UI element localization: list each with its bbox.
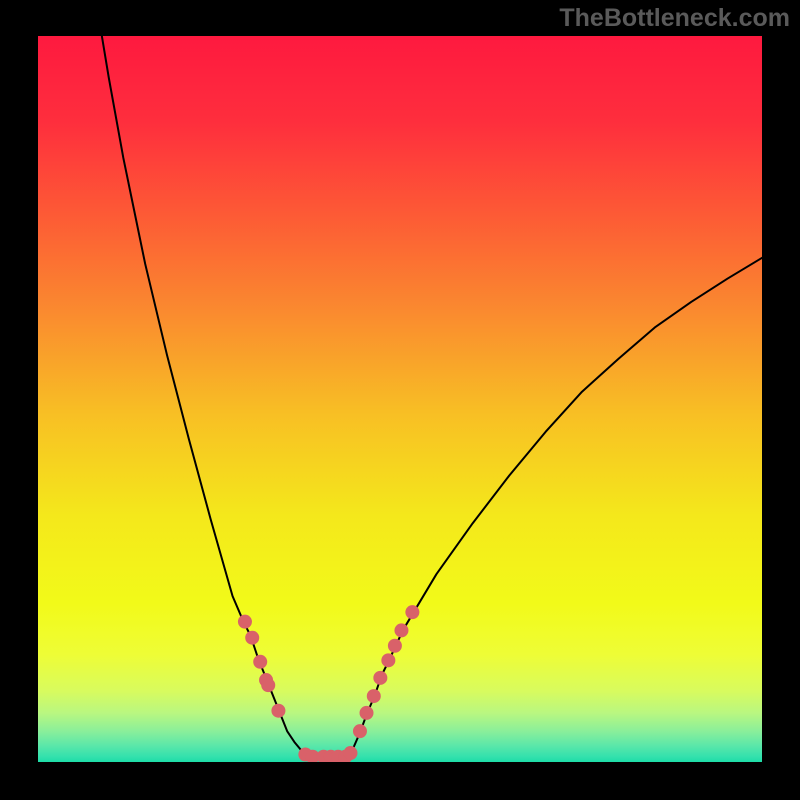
chart-container: { "watermark": { "text": "TheBottleneck.… (0, 0, 800, 800)
plot-frame (36, 34, 764, 764)
watermark-text: TheBottleneck.com (559, 4, 790, 33)
